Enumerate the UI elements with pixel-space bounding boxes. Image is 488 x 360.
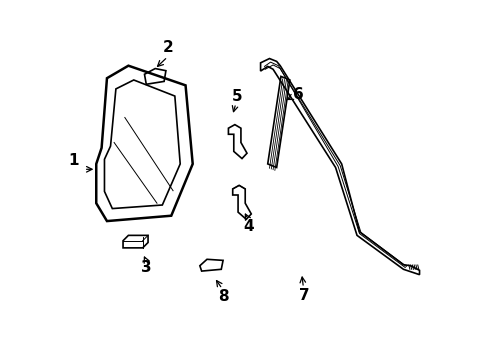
Text: 2: 2 <box>162 40 173 55</box>
Text: 3: 3 <box>141 260 151 275</box>
Text: 4: 4 <box>243 219 254 234</box>
Text: 1: 1 <box>68 153 79 168</box>
Text: 5: 5 <box>231 89 242 104</box>
Text: 8: 8 <box>217 289 228 303</box>
Text: 7: 7 <box>299 288 309 302</box>
Text: 6: 6 <box>292 87 303 102</box>
